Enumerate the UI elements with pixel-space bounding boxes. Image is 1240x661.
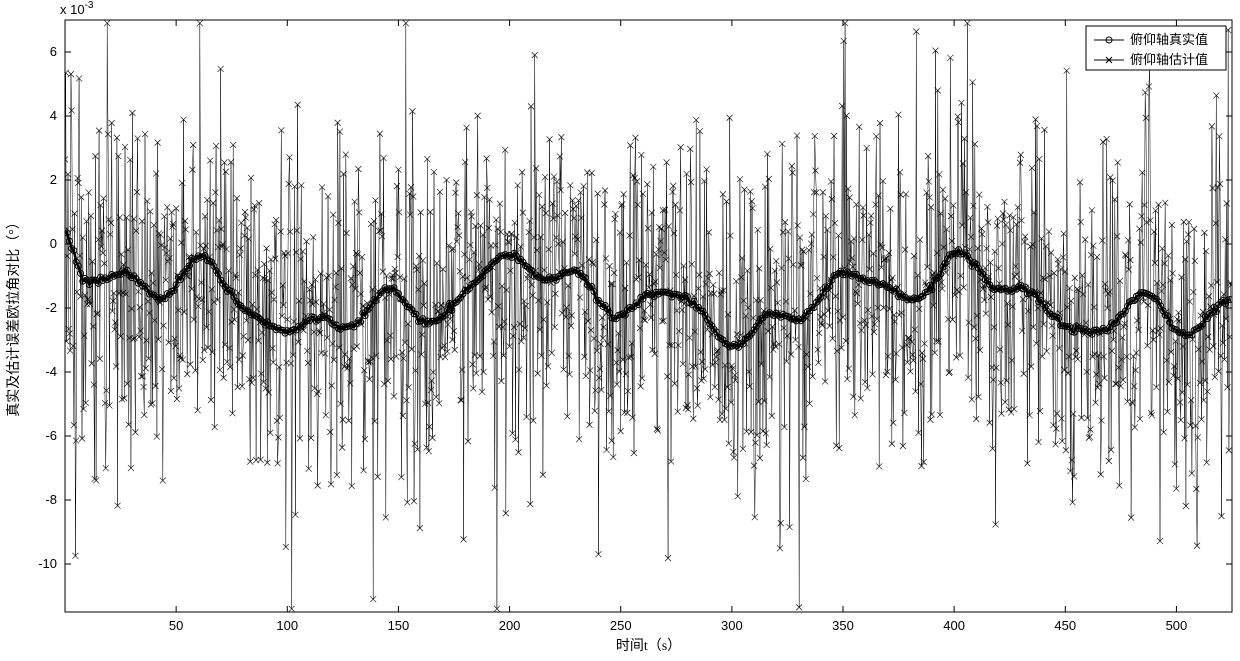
- svg-text:500: 500: [1166, 618, 1188, 633]
- svg-text:450: 450: [1054, 618, 1076, 633]
- svg-text:6: 6: [50, 44, 57, 59]
- legend: 俯仰轴真实值俯仰轴估计值: [1086, 26, 1226, 70]
- svg-text:100: 100: [276, 618, 298, 633]
- svg-text:350: 350: [832, 618, 854, 633]
- svg-text:-4: -4: [45, 364, 57, 379]
- svg-text:300: 300: [721, 618, 743, 633]
- x-axis-label: 时间t（s）: [616, 638, 681, 654]
- chart-container: 50 100 150 200 250 300 350 400 450 500 -10 -8 -6 -4 -…: [0, 0, 1240, 661]
- svg-text:-8: -8: [45, 492, 57, 507]
- svg-text:-10: -10: [38, 556, 57, 571]
- svg-text:-6: -6: [45, 428, 57, 443]
- svg-text:2: 2: [50, 172, 57, 187]
- legend-item-estimate: 俯仰轴估计值: [1130, 52, 1208, 67]
- svg-text:400: 400: [943, 618, 965, 633]
- svg-text:0: 0: [50, 236, 57, 251]
- chart-svg: 50 100 150 200 250 300 350 400 450 500 -10 -8 -6 -4 -…: [0, 0, 1240, 661]
- svg-text:250: 250: [610, 618, 632, 633]
- svg-text:-2: -2: [45, 300, 57, 315]
- svg-text:50: 50: [169, 618, 183, 633]
- svg-text:4: 4: [50, 108, 57, 123]
- svg-text:150: 150: [388, 618, 410, 633]
- svg-text:200: 200: [499, 618, 521, 633]
- legend-item-true: 俯仰轴真实值: [1130, 32, 1208, 47]
- y-exponent-label: x 10-3: [60, 0, 94, 17]
- y-axis-label: 真实及估计误差欧拉角对比（°）: [6, 215, 22, 417]
